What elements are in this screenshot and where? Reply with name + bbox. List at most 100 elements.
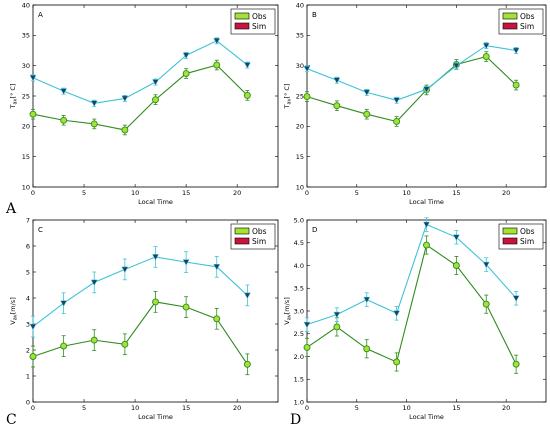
data-point-obs [182, 303, 190, 311]
series-sim [29, 37, 251, 107]
x-tick-label: 0 [31, 404, 35, 412]
x-tick-label: 20 [233, 404, 241, 412]
x-tick-label: 0 [31, 189, 35, 197]
panel-letter: B [312, 11, 317, 19]
legend-label-obs: Obs [520, 227, 535, 236]
data-point-sim [363, 89, 371, 96]
data-point-obs [333, 102, 341, 110]
legend-swatch-sim [234, 237, 250, 245]
x-tick-label: 15 [452, 404, 460, 412]
data-point-obs [363, 345, 371, 353]
data-point-obs [482, 300, 490, 308]
series-line-sim [32, 256, 248, 328]
data-point-sim [243, 292, 251, 299]
legend-label-sim: Sim [520, 22, 534, 31]
data-point-obs [213, 61, 221, 69]
series-obs [29, 59, 251, 136]
series-sim [303, 42, 520, 104]
x-tick-label: 5 [355, 189, 359, 197]
data-point-sim [303, 65, 311, 73]
data-point-obs [152, 96, 159, 104]
legend-box [498, 8, 544, 35]
data-point-sim [393, 97, 401, 104]
data-point-obs [90, 120, 98, 128]
y-axis-label: Tav[° C] [283, 84, 293, 110]
data-point-sim [121, 95, 129, 102]
data-point-sim [363, 296, 371, 304]
data-point-obs [482, 53, 490, 61]
x-tick-label: 20 [502, 189, 510, 197]
y-axis-label-sub: av [287, 98, 293, 104]
y-tick-label: 15 [22, 153, 30, 161]
y-axis-label: Tav[° C] [9, 84, 19, 110]
x-tick-label: 10 [131, 189, 139, 197]
chart-panel-d: 0 5 10 15 20 1.0 1.5 2.0 2.5 3.0 3.5 4.0 4.5 5.0 Local… [283, 216, 547, 425]
y-axis-label-sub: av [13, 314, 19, 320]
chart-panel-a: 0 5 10 15 20 10 15 20 25 30 35 40 Local Time Tav[° C]… [5, 1, 279, 217]
legend-label-sim: Sim [520, 237, 534, 246]
x-tick-label: 15 [452, 189, 460, 197]
series-line-sim [32, 40, 248, 104]
y-axis-label-main: V [283, 320, 291, 325]
series-line-obs [306, 55, 517, 123]
y-tick-label: 2 [26, 346, 30, 354]
legend-swatch-obs [502, 227, 518, 235]
y-tick-label: 1.0 [294, 398, 304, 406]
y-tick-label: 7 [26, 216, 30, 224]
data-point-sim [213, 264, 221, 271]
y-axis-label-main: V [9, 320, 17, 325]
series-line-sim [306, 223, 517, 326]
data-point-sim [452, 62, 460, 70]
y-axis-label: Vav[m/s] [9, 297, 19, 324]
x-tick-label: 10 [402, 189, 410, 197]
series-sim [29, 246, 251, 338]
y-axis-label-unit: [m/s] [9, 297, 17, 314]
data-point-sim [393, 310, 401, 317]
series-line-obs [32, 64, 248, 131]
legend-label-sim: Sim [252, 22, 266, 31]
data-point-obs [29, 110, 37, 118]
y-tick-label: 4.5 [294, 239, 304, 247]
legend-label-obs: Obs [520, 12, 535, 21]
y-tick-label: 1 [26, 372, 30, 380]
panel-letter: A [38, 11, 43, 19]
y-axis-label-main: T [283, 104, 291, 109]
data-point-sim [423, 86, 430, 93]
data-point-obs [512, 360, 520, 368]
data-point-sim [60, 88, 68, 95]
data-point-sim [29, 75, 37, 82]
x-tick-label: 10 [131, 404, 139, 412]
y-tick-label: 35 [22, 32, 30, 40]
x-axis-label: Local Time [409, 198, 444, 206]
y-tick-label: 3.0 [294, 307, 304, 315]
y-axis-label-unit: [m/s] [283, 297, 291, 314]
data-point-obs [393, 358, 401, 366]
legend-label-obs: Obs [252, 227, 267, 236]
y-tick-label: 3.5 [294, 285, 304, 293]
panel-letter: D [312, 226, 317, 234]
data-point-sim [29, 323, 37, 331]
data-point-sim [182, 52, 190, 59]
data-point-obs [363, 110, 371, 118]
y-tick-label: 30 [22, 62, 30, 70]
data-point-obs [90, 336, 98, 344]
data-point-sim [152, 254, 159, 261]
y-tick-label: 20 [296, 123, 304, 131]
data-point-obs [152, 298, 159, 306]
y-tick-label: 5.0 [294, 216, 304, 224]
data-point-obs [423, 241, 430, 249]
legend-label-sim: Sim [252, 237, 266, 246]
x-axis-label: Local Time [138, 198, 173, 206]
y-axis-label-sub: av [287, 314, 293, 320]
figure-letter: C [6, 412, 17, 425]
legend-label-obs: Obs [252, 12, 267, 21]
data-point-obs [243, 91, 251, 99]
data-point-obs [121, 126, 129, 134]
data-point-sim [182, 259, 190, 266]
data-point-sim [452, 234, 460, 241]
data-point-obs [29, 353, 37, 360]
